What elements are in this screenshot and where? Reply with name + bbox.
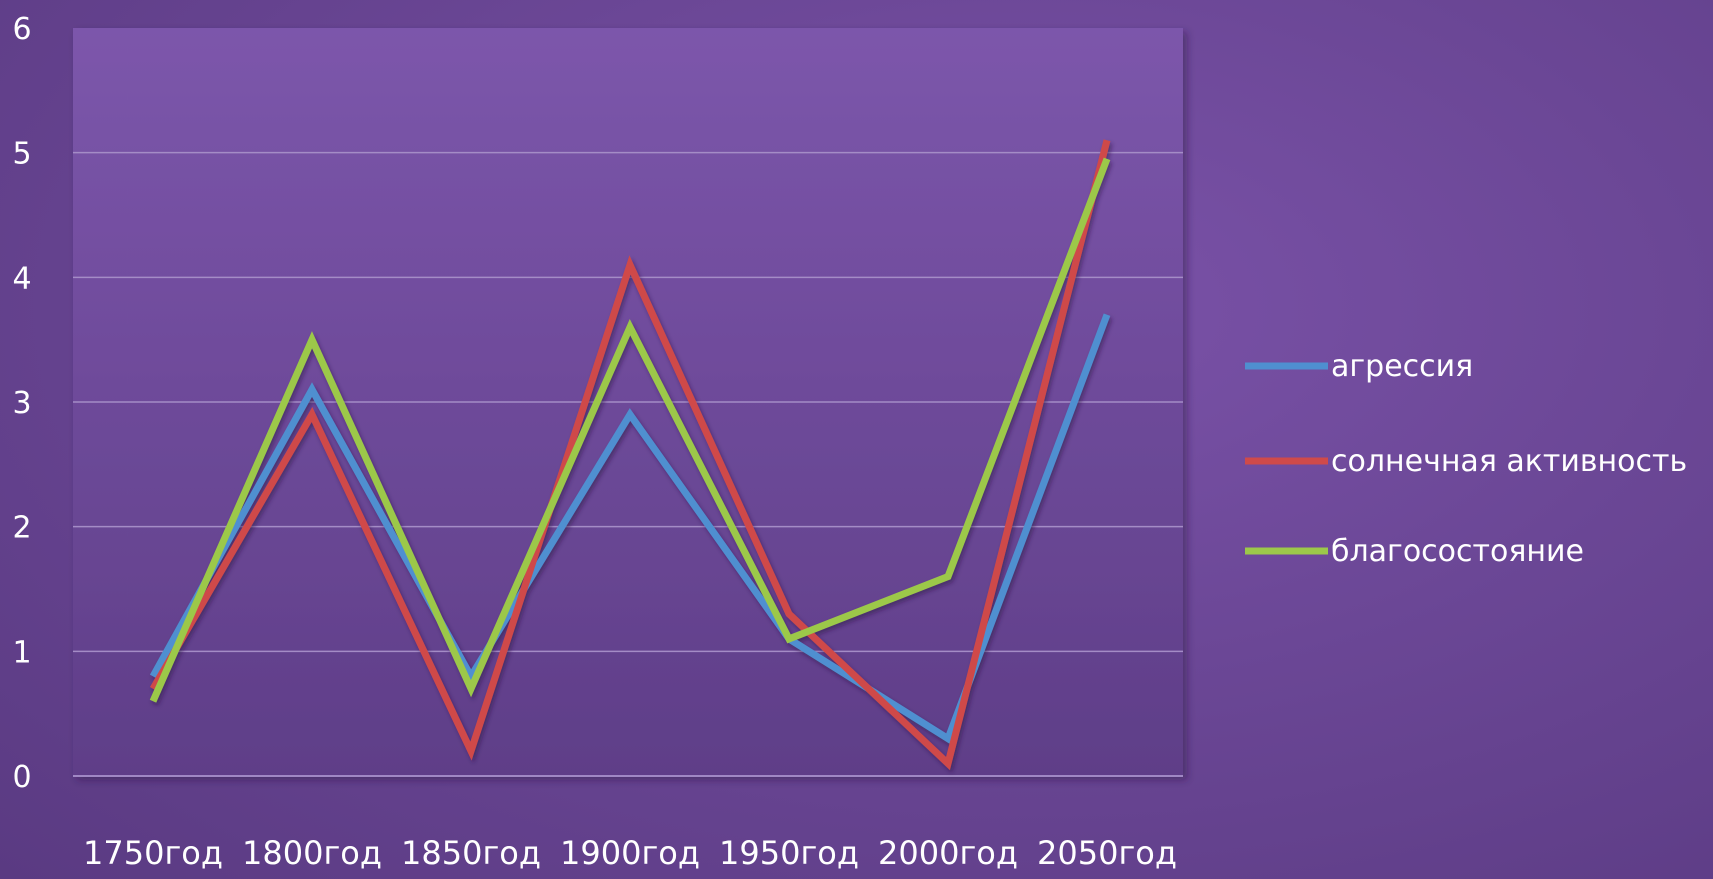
y-tick-label: 6 <box>12 12 31 47</box>
y-tick-label: 5 <box>12 137 31 172</box>
x-tick-label: 1950год <box>719 834 859 872</box>
grid-lines <box>73 151 1183 777</box>
legend-label-1: агрессия <box>1331 349 1473 384</box>
series-line-3 <box>149 157 1111 703</box>
x-tick-label: 1750год <box>83 834 223 872</box>
series-lines <box>149 139 1111 771</box>
y-tick-label: 1 <box>12 635 31 670</box>
x-tick-label: 1850год <box>401 834 541 872</box>
y-axis: 0 1 2 3 4 5 6 <box>12 12 31 795</box>
legend: агрессия солнечная активность благосостоян… <box>1245 349 1687 569</box>
x-tick-label: 2000год <box>878 834 1018 872</box>
x-tick-label: 1900год <box>560 834 700 872</box>
y-tick-label: 2 <box>12 511 31 546</box>
y-tick-label: 0 <box>12 760 31 795</box>
legend-label-2: солнечная активность <box>1331 444 1687 479</box>
y-tick-label: 4 <box>12 261 31 296</box>
y-tick-label: 3 <box>12 386 31 421</box>
x-tick-label: 2050год <box>1037 834 1177 872</box>
series-line-1 <box>149 313 1111 744</box>
x-axis: 1750год 1800год 1850год 1900год 1950год 2000г… <box>83 834 1177 872</box>
x-tick-label: 1800год <box>242 834 382 872</box>
series-line-2 <box>149 139 1111 771</box>
legend-label-3: благосостояние <box>1331 534 1584 569</box>
